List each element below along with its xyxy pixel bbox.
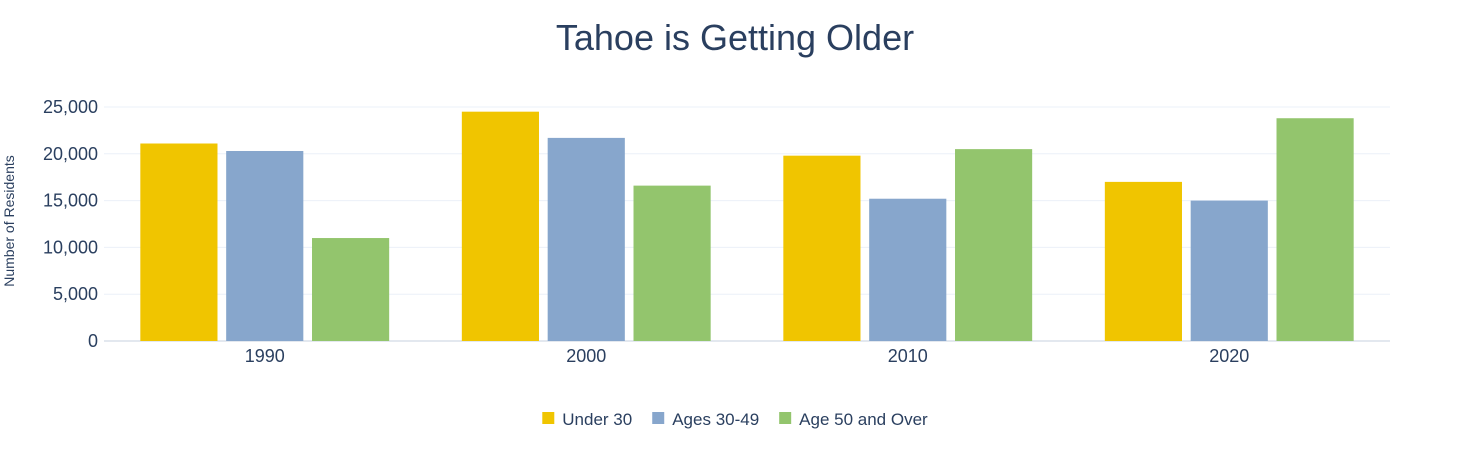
legend-swatch <box>652 412 665 424</box>
y-tick-label: 5,000 <box>53 284 98 304</box>
bar <box>783 155 861 341</box>
x-tick-label: 1990 <box>245 346 285 366</box>
legend-label: Ages 30-49 <box>672 410 759 429</box>
legend-swatch <box>779 412 792 424</box>
legend-label: Under 30 <box>562 410 632 429</box>
y-tick-label: 25,000 <box>43 97 98 117</box>
bar <box>461 111 539 342</box>
y-tick-label: 15,000 <box>43 191 98 211</box>
bar <box>1276 118 1354 342</box>
legend-label: Age 50 and Over <box>799 410 928 429</box>
bar <box>633 185 711 341</box>
bar <box>1104 181 1182 341</box>
x-tick-label: 2000 <box>566 346 606 366</box>
x-tick-label: 2020 <box>1209 346 1249 366</box>
bar <box>312 238 390 341</box>
y-axis-ticks: 0 5,000 10,000 15,000 20,000 25,000 <box>43 97 98 351</box>
bar <box>1190 200 1268 341</box>
x-tick-label: 2010 <box>888 346 928 366</box>
bar <box>869 198 947 341</box>
legend-swatch <box>542 412 555 424</box>
chart-title: Tahoe is Getting Older <box>556 17 914 58</box>
legend: Under 30 Ages 30-49 Age 50 and Over <box>542 410 928 429</box>
bar <box>140 143 218 341</box>
bar <box>547 137 625 341</box>
x-axis-ticks: 1990 2000 2010 2020 <box>245 346 1250 366</box>
bars <box>140 111 1354 342</box>
y-tick-label: 10,000 <box>43 237 98 257</box>
y-tick-label: 20,000 <box>43 144 98 164</box>
bar <box>955 149 1033 341</box>
y-tick-label: 0 <box>88 331 98 351</box>
y-axis-title: Number of Residents <box>1 155 17 287</box>
bar <box>226 150 304 341</box>
